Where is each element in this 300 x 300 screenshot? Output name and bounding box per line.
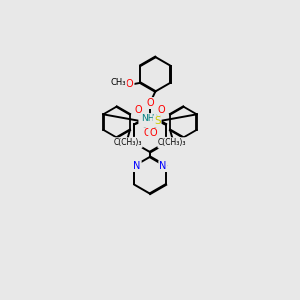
Text: O: O xyxy=(135,105,142,115)
Text: C(CH₃)₃: C(CH₃)₃ xyxy=(113,138,142,147)
Text: C(CH₃)₃: C(CH₃)₃ xyxy=(158,138,187,147)
Text: O: O xyxy=(143,128,151,138)
Text: NH: NH xyxy=(141,114,154,123)
Text: S: S xyxy=(140,116,146,127)
Text: S: S xyxy=(154,116,160,127)
Text: O: O xyxy=(126,79,134,89)
Text: O: O xyxy=(149,128,157,138)
Text: N: N xyxy=(159,138,167,148)
Text: N: N xyxy=(133,138,141,148)
Text: CH₃: CH₃ xyxy=(110,78,126,87)
Text: N: N xyxy=(133,161,141,171)
Text: O: O xyxy=(158,105,165,115)
Text: O: O xyxy=(146,98,154,108)
Text: N: N xyxy=(159,161,167,171)
Text: NH: NH xyxy=(146,114,159,123)
